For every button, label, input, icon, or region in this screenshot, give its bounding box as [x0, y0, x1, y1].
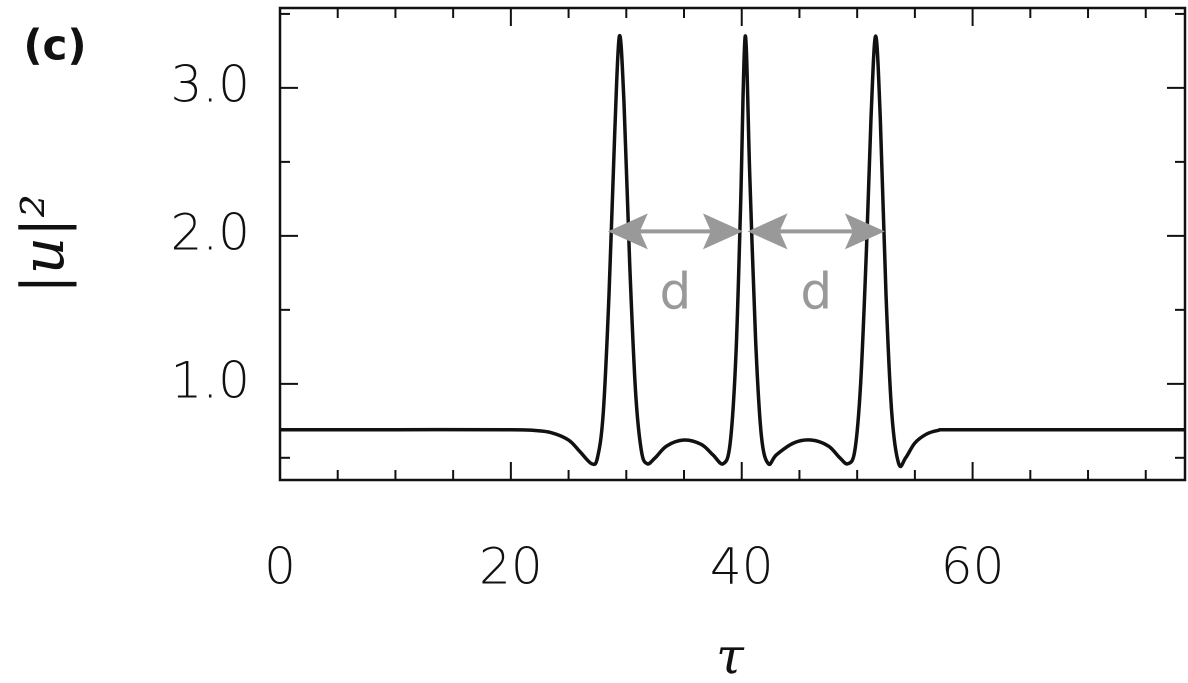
- annotation-label: d: [800, 263, 832, 321]
- arrow-head: [747, 213, 788, 250]
- arrow-head: [607, 213, 648, 250]
- y-tick-label: 2.0: [170, 203, 250, 261]
- x-axis-label: τ: [716, 627, 745, 683]
- x-tick-label: 40: [710, 538, 774, 596]
- annotation-label: d: [659, 263, 691, 321]
- y-axis-label: |u|²: [9, 194, 77, 294]
- arrow-head: [844, 213, 885, 250]
- panel-label: (c): [23, 21, 86, 70]
- x-tick-label: 60: [941, 538, 1005, 596]
- arrow-head: [702, 213, 743, 250]
- x-tick-label: 20: [479, 538, 543, 596]
- y-tick-label: 3.0: [170, 55, 250, 113]
- x-tick-label: 0: [264, 538, 296, 596]
- y-tick-label: 1.0: [170, 351, 250, 409]
- plot-frame: [278, 6, 1187, 482]
- data-line: [279, 34, 1185, 469]
